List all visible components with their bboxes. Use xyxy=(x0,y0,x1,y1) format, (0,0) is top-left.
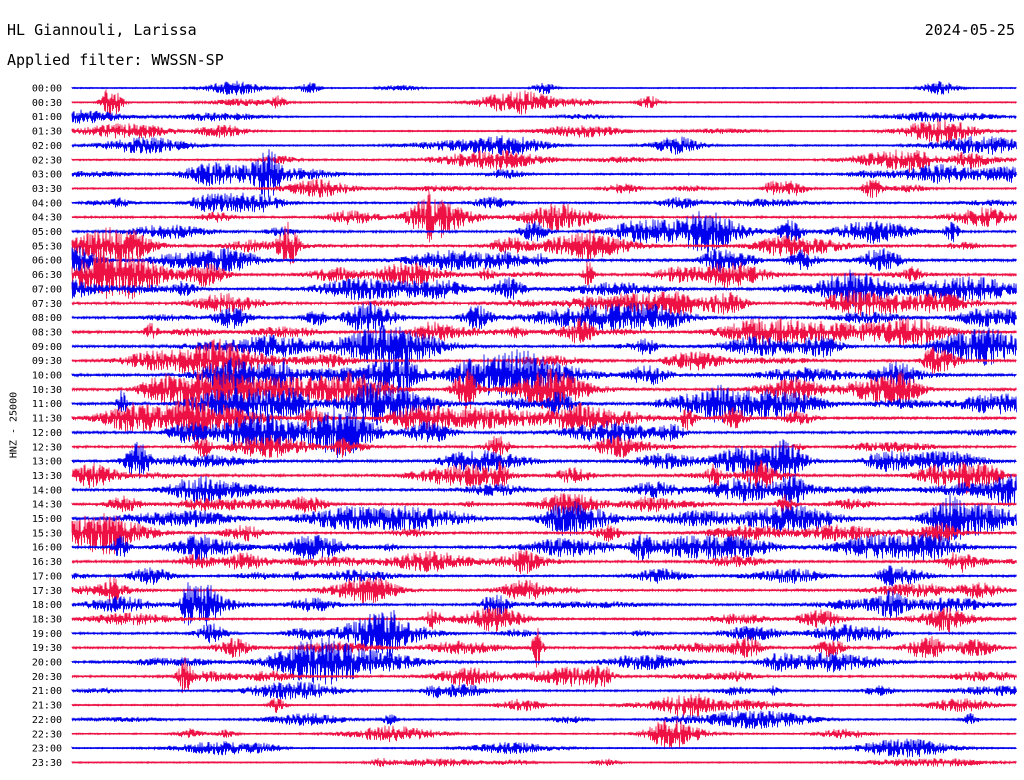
seismic-trace xyxy=(71,493,1017,516)
row-time-label: 11:30 xyxy=(32,414,62,425)
row-time-label: 23:00 xyxy=(32,744,62,755)
row-time-label: 20:00 xyxy=(32,658,62,669)
seismic-trace xyxy=(71,395,1017,442)
row-time-label: 09:30 xyxy=(32,356,62,367)
row-time-label: 17:00 xyxy=(32,571,62,582)
row-time-label: 15:30 xyxy=(32,528,62,539)
row-time-label: 20:30 xyxy=(32,672,62,683)
row-time-label: 01:00 xyxy=(32,112,62,123)
row-time-label: 07:30 xyxy=(32,299,62,310)
row-time-label: 19:00 xyxy=(32,629,62,640)
row-time-label: 12:00 xyxy=(32,428,62,439)
station-title: HL Giannouli, Larissa xyxy=(7,21,197,39)
row-time-label: 11:00 xyxy=(32,399,62,410)
seismic-trace xyxy=(71,382,1017,426)
row-time-label: 13:30 xyxy=(32,471,62,482)
row-time-label: 16:30 xyxy=(32,557,62,568)
seismic-trace xyxy=(71,338,1017,384)
row-time-label: 07:00 xyxy=(32,284,62,295)
seismic-trace xyxy=(71,221,1017,265)
seismic-trace xyxy=(71,738,1017,758)
row-time-label: 02:30 xyxy=(32,155,62,166)
row-time-label: 14:00 xyxy=(32,485,62,496)
row-time-label: 15:00 xyxy=(32,514,62,525)
seismic-trace xyxy=(71,582,1017,627)
row-time-label: 14:30 xyxy=(32,500,62,511)
row-time-label: 08:30 xyxy=(32,327,62,338)
row-time-label: 18:30 xyxy=(32,614,62,625)
row-time-label: 18:00 xyxy=(32,600,62,611)
seismic-trace xyxy=(71,301,1017,333)
row-time-label: 08:00 xyxy=(32,313,62,324)
row-time-label: 01:30 xyxy=(32,127,62,138)
row-time-label: 21:30 xyxy=(32,701,62,712)
row-time-label: 10:30 xyxy=(32,385,62,396)
row-time-label: 12:30 xyxy=(32,442,62,453)
row-time-label: 23:30 xyxy=(32,758,62,769)
row-time-label: 22:00 xyxy=(32,715,62,726)
row-time-label: 00:00 xyxy=(32,84,62,95)
row-time-label: 06:30 xyxy=(32,270,62,281)
row-time-label: 16:00 xyxy=(32,543,62,554)
seismic-trace xyxy=(71,532,1017,563)
row-time-label: 04:00 xyxy=(32,198,62,209)
row-time-label: 03:00 xyxy=(32,170,62,181)
row-time-label: 21:00 xyxy=(32,686,62,697)
filter-label: Applied filter: WWSSN-SP xyxy=(7,51,224,69)
row-time-label: 19:30 xyxy=(32,643,62,654)
row-time-label: 05:30 xyxy=(32,241,62,252)
row-time-label: 13:00 xyxy=(32,457,62,468)
row-time-label: 05:00 xyxy=(32,227,62,238)
row-time-label: 09:00 xyxy=(32,342,62,353)
row-time-label: 22:30 xyxy=(32,729,62,740)
row-time-label: 06:00 xyxy=(32,256,62,267)
record-date: 2024-05-25 xyxy=(924,21,1015,39)
row-time-label: 10:00 xyxy=(32,371,62,382)
row-time-label: 17:30 xyxy=(32,586,62,597)
seismic-trace xyxy=(71,317,1017,347)
row-time-label: 00:30 xyxy=(32,98,62,109)
row-time-label: 04:30 xyxy=(32,213,62,224)
seismic-trace xyxy=(71,246,1017,274)
row-time-label: 02:00 xyxy=(32,141,62,152)
seismic-trace xyxy=(71,627,1017,668)
row-time-label: 03:30 xyxy=(32,184,62,195)
seismic-trace xyxy=(71,368,1017,411)
